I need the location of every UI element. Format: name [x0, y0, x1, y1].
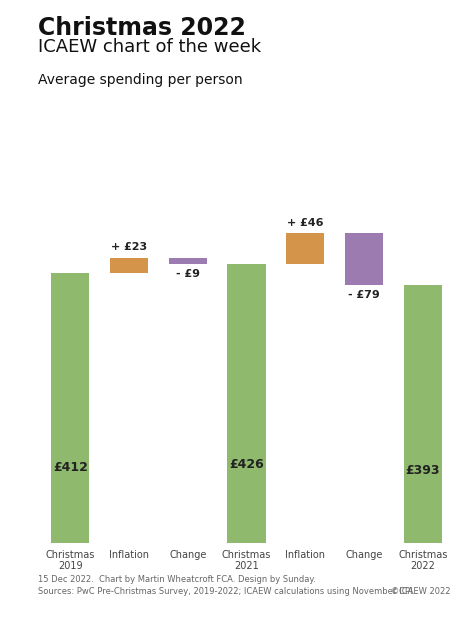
- Text: £412: £412: [53, 461, 88, 474]
- Text: 15 Dec 2022.  Chart by Martin Wheatcroft FCA. Design by Sunday.
Sources: PwC Pre: 15 Dec 2022. Chart by Martin Wheatcroft …: [38, 575, 415, 596]
- Bar: [286, 233, 324, 264]
- Text: - £79: - £79: [348, 290, 380, 300]
- Text: £393: £393: [405, 464, 440, 477]
- Text: + £46: + £46: [287, 218, 323, 228]
- Text: Christmas 2022: Christmas 2022: [38, 16, 246, 40]
- Text: + £23: + £23: [111, 242, 147, 252]
- Bar: [404, 285, 442, 543]
- Bar: [110, 257, 148, 273]
- Bar: [228, 264, 265, 543]
- Text: ©ICAEW 2022: ©ICAEW 2022: [391, 587, 450, 596]
- Bar: [345, 233, 383, 285]
- Text: £426: £426: [229, 458, 264, 471]
- Bar: [51, 273, 89, 543]
- Text: - £9: - £9: [176, 269, 200, 279]
- Bar: [169, 257, 207, 264]
- Text: ICAEW chart of the week: ICAEW chart of the week: [38, 38, 261, 56]
- Text: Average spending per person: Average spending per person: [38, 73, 243, 86]
